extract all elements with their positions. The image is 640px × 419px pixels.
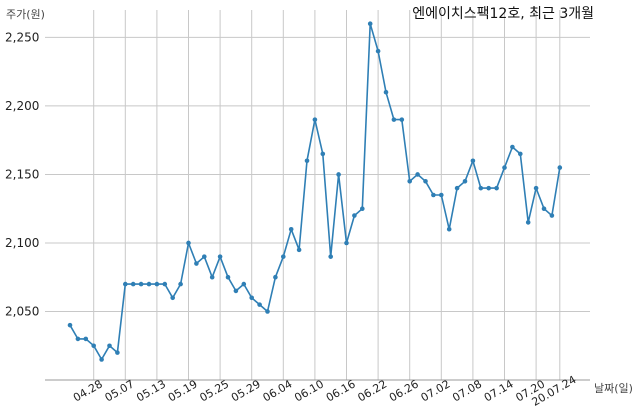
price-point bbox=[288, 226, 294, 232]
price-point bbox=[202, 254, 207, 259]
price-point bbox=[304, 158, 310, 164]
y-tick-label: 2,200 bbox=[5, 99, 39, 113]
price-point bbox=[320, 151, 326, 157]
x-tick-label: 07.08 bbox=[450, 377, 484, 404]
price-point bbox=[494, 185, 499, 191]
x-tick-label: 07.14 bbox=[482, 377, 516, 404]
price-point bbox=[391, 117, 397, 122]
x-tick-label: 05.29 bbox=[229, 377, 263, 404]
price-point bbox=[478, 185, 484, 191]
price-point bbox=[83, 336, 89, 342]
y-tick-labels: 2,050 2,100 2,150 2,200 2,250 bbox=[5, 30, 39, 318]
x-axis-label: 날짜(일) bbox=[594, 381, 633, 395]
price-point bbox=[107, 343, 112, 349]
price-point bbox=[360, 206, 365, 212]
price-point bbox=[470, 158, 476, 164]
price-point bbox=[336, 172, 341, 177]
price-point bbox=[296, 247, 302, 253]
price-point bbox=[225, 274, 231, 280]
grid-layer bbox=[45, 10, 590, 380]
x-tick-label: 06.26 bbox=[387, 377, 421, 404]
y-tick-label: 2,050 bbox=[5, 304, 39, 318]
price-point bbox=[154, 281, 160, 287]
price-point bbox=[67, 322, 73, 328]
price-point bbox=[510, 144, 515, 150]
price-point bbox=[99, 357, 104, 362]
price-point bbox=[454, 185, 460, 191]
price-point bbox=[383, 89, 389, 95]
price-point bbox=[439, 192, 444, 198]
x-tick-label: 06.04 bbox=[261, 377, 295, 404]
chart-title: 엔에이치스팩12호, 최근 3개월 bbox=[412, 6, 594, 22]
price-point bbox=[241, 281, 247, 287]
price-point bbox=[123, 281, 128, 287]
price-point bbox=[502, 165, 507, 170]
price-point bbox=[186, 240, 191, 246]
price-point bbox=[525, 220, 531, 225]
x-tick-label: 06.10 bbox=[292, 377, 326, 404]
price-point bbox=[178, 281, 183, 287]
price-point bbox=[367, 21, 373, 27]
price-point bbox=[249, 295, 254, 301]
price-point bbox=[344, 240, 349, 246]
price-point bbox=[431, 192, 436, 198]
price-point bbox=[446, 226, 452, 232]
price-point bbox=[75, 336, 81, 342]
y-tick-label: 2,100 bbox=[5, 236, 39, 250]
price-point bbox=[375, 48, 381, 54]
price-point bbox=[115, 350, 120, 355]
x-tick-label: 04.28 bbox=[71, 377, 105, 404]
price-point bbox=[549, 213, 555, 218]
price-point bbox=[541, 206, 547, 212]
price-point bbox=[533, 185, 539, 191]
x-tick-labels: 04.2805.0705.1305.1905.2505.2906.0406.10… bbox=[71, 373, 578, 409]
x-tick-label: 07.02 bbox=[419, 377, 453, 404]
series-layer bbox=[67, 21, 563, 362]
x-tick-label: 06.22 bbox=[355, 377, 389, 404]
price-point bbox=[399, 117, 405, 122]
price-point bbox=[328, 254, 334, 259]
price-point bbox=[194, 261, 199, 266]
price-point bbox=[146, 281, 152, 287]
price-point bbox=[138, 281, 144, 287]
price-point bbox=[265, 309, 270, 314]
price-point bbox=[257, 302, 262, 307]
y-axis-label: 주가(원) bbox=[6, 8, 45, 21]
price-point bbox=[423, 178, 428, 184]
price-point bbox=[273, 274, 278, 280]
price-point bbox=[217, 254, 223, 259]
price-point bbox=[281, 254, 286, 259]
x-tick-label: 05.07 bbox=[103, 377, 137, 404]
price-point bbox=[486, 185, 492, 191]
price-point bbox=[312, 117, 318, 122]
price-point bbox=[518, 151, 523, 157]
price-point bbox=[162, 281, 168, 287]
price-point bbox=[170, 295, 175, 301]
price-point bbox=[462, 178, 468, 184]
price-point bbox=[557, 165, 563, 170]
price-point bbox=[130, 281, 136, 287]
price-point bbox=[91, 343, 96, 349]
x-tick-label: 05.19 bbox=[166, 377, 200, 404]
x-tick-label: 06.16 bbox=[324, 377, 358, 404]
y-tick-label: 2,150 bbox=[5, 167, 39, 181]
x-tick-label: 05.25 bbox=[197, 377, 231, 404]
price-point bbox=[407, 178, 413, 184]
y-tick-label: 2,250 bbox=[5, 30, 39, 44]
x-tick-label: 05.13 bbox=[134, 377, 168, 404]
price-point bbox=[233, 288, 239, 294]
price-point bbox=[352, 213, 357, 218]
price-point bbox=[209, 274, 215, 280]
price-point bbox=[415, 172, 420, 177]
